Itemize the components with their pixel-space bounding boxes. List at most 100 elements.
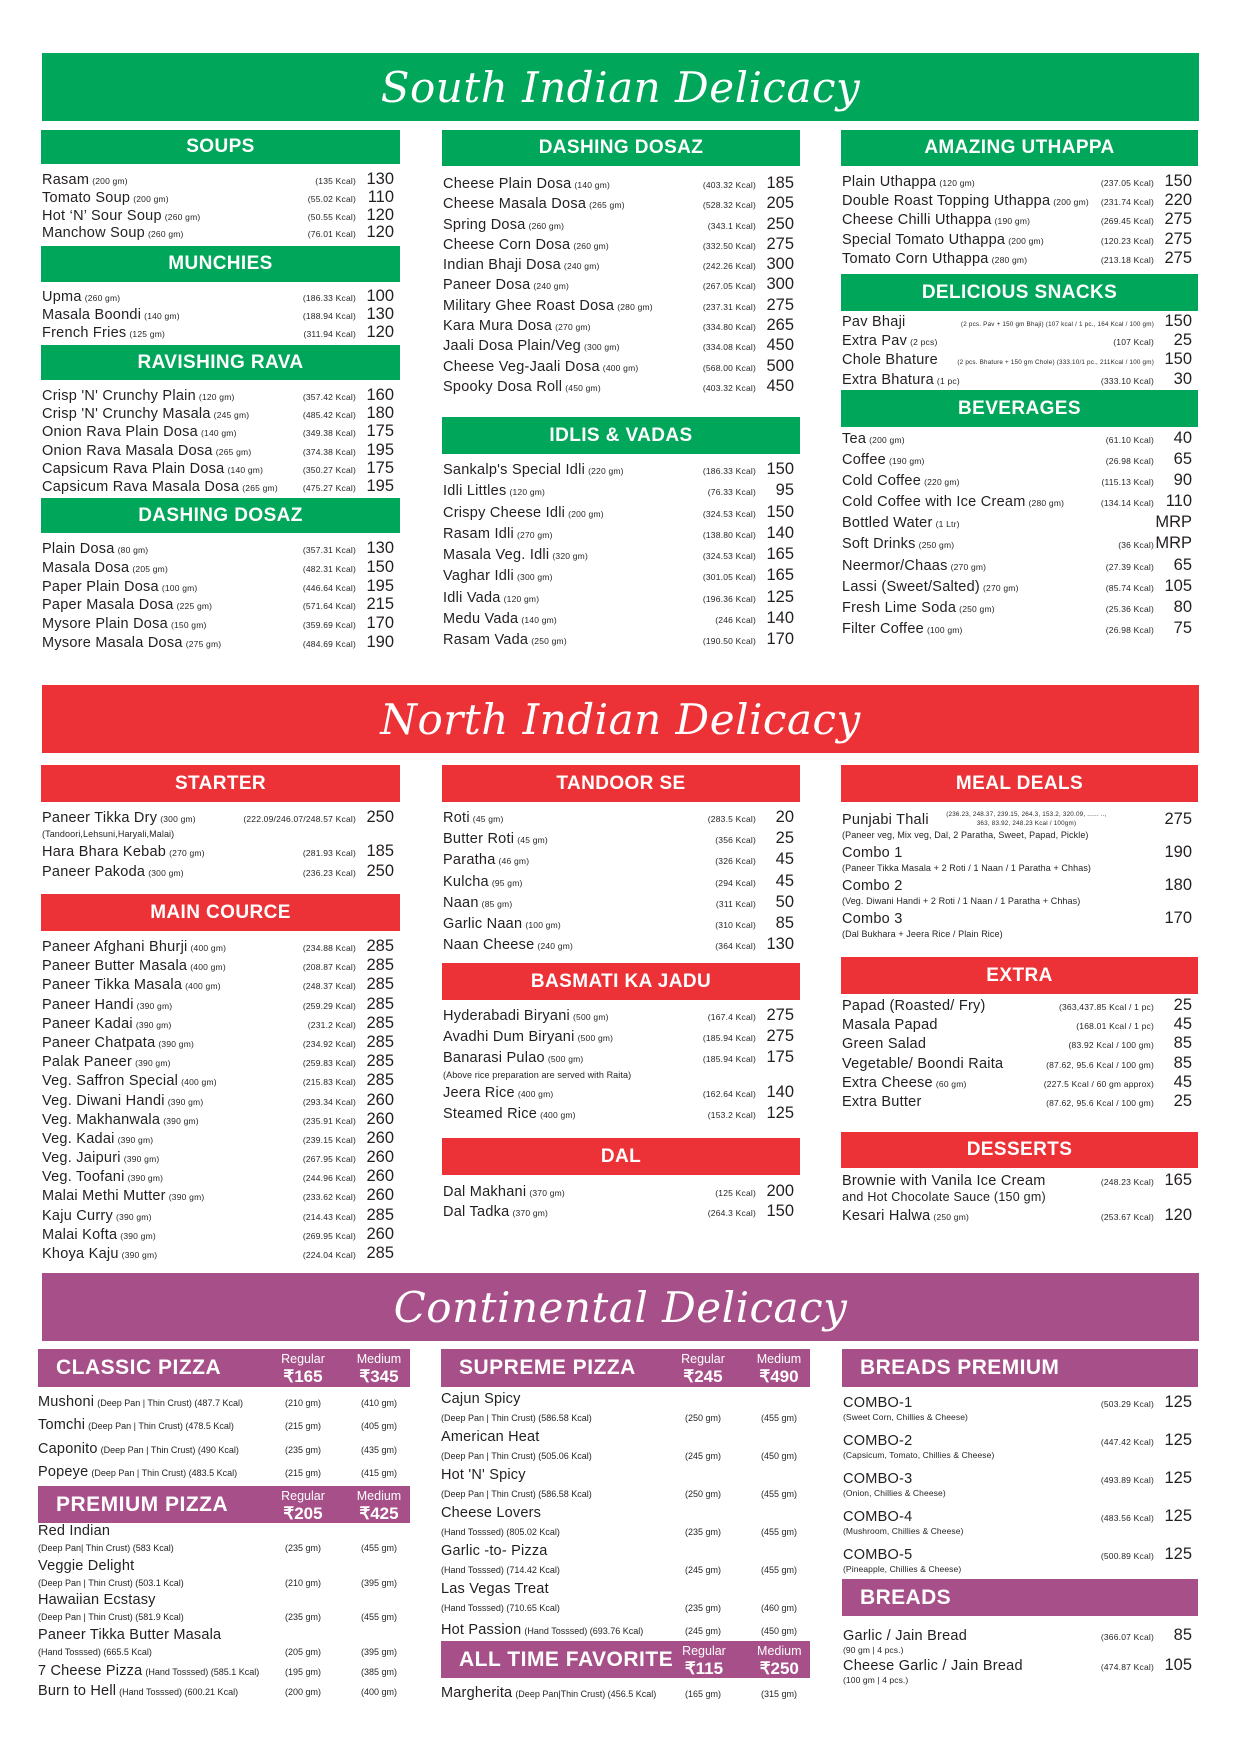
item-price: 285 [366, 1032, 394, 1051]
section-header: PREMIUM PIZZA Regular ₹205 Medium ₹425 [38, 1486, 410, 1523]
item-calories: (264.3 Kcal) [707, 1208, 756, 1218]
item-name: Brownie with Vanila Ice Cream [842, 1173, 1046, 1189]
item-name: Las Vegas Treat [441, 1581, 549, 1597]
item-quantity: (300 gm) [517, 572, 553, 583]
item-calories: (214.43 Kcal) [302, 1211, 356, 1222]
item-quantity: (270 gm) [950, 561, 987, 572]
item-quantity: (100 gm) [161, 582, 198, 593]
item-medium-weight: (435 gm) [360, 1444, 397, 1455]
section-header: MUNCHIES [41, 246, 400, 282]
bread-row: COMBO-5 (500.89 Kcal) 125 [842, 1546, 1198, 1563]
banner-title: North Indian Delicacy [380, 694, 861, 744]
item-price: 275 [1164, 810, 1192, 828]
menu-section-delicious-snacks: DELICIOUS SNACKS Pav Bhaji (2 pcs. Pav + 1… [841, 274, 1198, 389]
menu-item: Dal Tadka (370 gm) (264.3 Kcal) 150 [442, 1201, 800, 1221]
menu-section-all-time-favorite: ALL TIME FAVORITE Regular ₹115 Medium ₹250 Ma… [441, 1641, 810, 1704]
item-price: 450 [766, 336, 794, 355]
pizza-row: Margherita (Deep Pan|Thin Crust) (456.5 K… [441, 1682, 810, 1704]
banner-south-indian: South Indian Delicacy [42, 53, 1199, 121]
pizza-item: 7 Cheese Pizza (Hand Tosssed) (585.1 Kcal… [38, 1661, 410, 1681]
pizza-row: 7 Cheese Pizza (Hand Tosssed) (585.1 Kcal… [38, 1661, 410, 1681]
item-price: 275 [1164, 229, 1192, 248]
item-price: 125 [1164, 1393, 1192, 1411]
item-price: 285 [366, 994, 394, 1013]
menu-item: Hyderabadi Biryani (500 gm) (167.4 Kcal) 27… [442, 1005, 800, 1026]
menu-item: Double Roast Topping Uthappa (200 gm) (231… [841, 191, 1198, 210]
pizza-detail-line: (Hand Tosssed) (805.02 Kcal) (235 gm) (455… [441, 1522, 810, 1543]
item-name: Capsicum Rava Masala Dosa [42, 478, 240, 495]
item-calories: (168.01 Kcal / 1 pc) [1076, 1021, 1154, 1032]
item-price: 175 [366, 458, 394, 477]
item-price: 45 [775, 871, 794, 890]
item-calories: (359.69 Kcal) [302, 620, 356, 631]
size-label: Regular [281, 1352, 325, 1366]
item-price: 285 [366, 1205, 394, 1224]
item-medium-weight: (385 gm) [360, 1667, 397, 1677]
item-regular-weight: (250 gm) [684, 1489, 721, 1499]
size-column-medium: Medium ₹250 [749, 1643, 810, 1677]
item-calories: (222.09/246.07/248.57 Kcal) [243, 814, 356, 824]
item-name: Plain Dosa [42, 541, 115, 557]
item-name: Extra Bhatura [842, 371, 934, 388]
item-name: Mushoni [38, 1394, 95, 1410]
item-medium-weight: (455 gm) [360, 1543, 397, 1553]
section-items: Cajun Spicy (Deep Pan | Thin Crust) (586.… [441, 1387, 810, 1641]
item-price: 160 [366, 386, 394, 404]
item-name: Chole Bhature [842, 352, 938, 369]
item-price: 175 [366, 422, 394, 441]
item-detail: (Deep Pan | Thin Crust) (483.5 Kcal) [91, 1467, 238, 1478]
item-name: Soft Drinks [842, 536, 916, 553]
item-calories: (231.2 Kcal) [307, 1019, 356, 1030]
item-name: Combo 3 [842, 911, 903, 927]
bread-row: Garlic / Jain Bread (366.07 Kcal) 85 [842, 1626, 1198, 1644]
section-header: DESSERTS [841, 1132, 1198, 1168]
menu-item: Banarasi Pulao (500 gm) (185.94 Kcal) 175 [442, 1047, 800, 1068]
menu-section-supreme-pizza: SUPREME PIZZA Regular ₹245 Medium ₹490 Cajun … [441, 1349, 810, 1641]
size-column-regular: Regular ₹245 [672, 1351, 734, 1385]
item-name: COMBO-3 [843, 1471, 913, 1487]
item-name: Military Ghee Roast Dosa [443, 297, 615, 314]
item-price: 275 [766, 1006, 794, 1024]
item-name: Extra Pav [842, 333, 908, 350]
item-detail: (Hand Tosssed) (585.1 Kcal) [145, 1667, 260, 1677]
item-name: Sankalp's Special Idli [443, 462, 586, 478]
menu-item: Punjabi Thali (236.23, 248.37, 239.15, 26… [841, 810, 1198, 828]
item-note: and Hot Chocolate Sauce (150 gm) [842, 1190, 1046, 1204]
item-name: Palak Paneer [42, 1054, 133, 1071]
item-name: Upma [42, 289, 82, 305]
item-name: Cajun Spicy [441, 1391, 521, 1407]
item-calories: (503.29 Kcal) [1100, 1399, 1154, 1409]
menu-item: Naan (85 gm) (311 Kcal) 50 [442, 892, 800, 913]
item-calories: (125 Kcal) [715, 1188, 756, 1198]
item-quantity: (200 gm) [568, 508, 604, 519]
pizza-detail-line: (Hand Tosssed) (665.5 Kcal) (205 gm) (395 … [38, 1644, 410, 1662]
item-calories: (185.94 Kcal) [702, 1054, 756, 1064]
item-price: 95 [775, 481, 794, 500]
item-quantity: (390 gm) [117, 1134, 154, 1145]
section-items: Brownie with Vanila Ice Cream (248.23 Kca… [841, 1168, 1198, 1224]
item-calories: (50.55 Kcal) [307, 211, 356, 222]
item-name: Garlic Naan [443, 915, 523, 932]
menu-item: Mysore Plain Dosa (150 gm) (359.69 Kcal) 17… [41, 614, 400, 633]
item-price: 85 [1173, 1053, 1192, 1072]
item-price: 75 [1173, 618, 1192, 637]
item-calories: (167.4 Kcal) [707, 1012, 756, 1022]
item-calories: (135 Kcal) [315, 176, 356, 186]
item-name: Paper Plain Dosa [42, 578, 159, 595]
item-calories: (294 Kcal) [715, 877, 756, 888]
item-calories: (283.5 Kcal) [707, 814, 756, 824]
item-price: 260 [366, 1167, 394, 1186]
item-price: 195 [366, 576, 394, 595]
pizza-item: Mushoni (Deep Pan | Thin Crust) (487.7 Kc… [38, 1391, 410, 1414]
item-quantity: (240 gm) [563, 261, 600, 272]
item-calories: (311 Kcal) [715, 898, 756, 909]
item-price: 85 [1173, 1626, 1192, 1644]
menu-item: Manchow Soup (260 gm) (76.01 Kcal) 120 [41, 224, 400, 242]
pizza-detail-line: (Deep Pan | Thin Crust) (505.06 Kcal) (24… [441, 1446, 810, 1467]
item-quantity: (120 gm) [503, 593, 540, 604]
item-quantity: (390 gm) [135, 1019, 172, 1030]
menu-item: Tomato Corn Uthappa (280 gm) (213.18 Kcal)… [841, 249, 1198, 268]
item-quantity: (260 gm) [164, 211, 201, 222]
item-price: 125 [1164, 1469, 1192, 1487]
item-name: Malai Kofta [42, 1226, 118, 1243]
